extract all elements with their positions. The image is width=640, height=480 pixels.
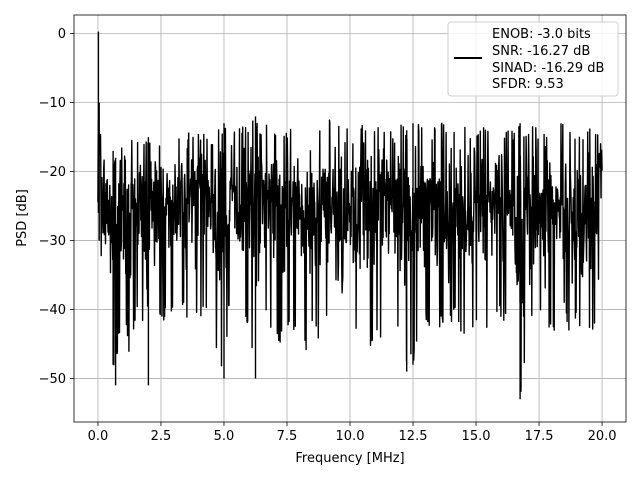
y-axis-ticks: 0 −10 −20 −30 −40 −50 <box>39 27 74 387</box>
x-axis-label: Frequency [MHz] <box>295 451 404 466</box>
legend-enob: ENOB: -3.0 bits <box>492 27 591 42</box>
y-axis-label: PSD [dB] <box>15 189 30 247</box>
x-tick-label: 15.0 <box>462 429 491 444</box>
x-axis-ticks: 0.0 2.5 5.0 7.5 10.0 12.5 15.0 17.5 20.0 <box>88 422 617 444</box>
y-tick-label: −40 <box>39 303 66 318</box>
legend-snr: SNR: -16.27 dB <box>492 44 590 59</box>
x-tick-label: 17.5 <box>525 429 554 444</box>
x-tick-label: 0.0 <box>88 429 109 444</box>
y-tick-label: −10 <box>39 96 66 111</box>
x-tick-label: 7.5 <box>277 429 298 444</box>
y-tick-label: −30 <box>39 234 66 249</box>
legend: ENOB: -3.0 bits SNR: -16.27 dB SINAD: -1… <box>447 21 619 97</box>
x-tick-label: 20.0 <box>588 429 617 444</box>
y-tick-label: −20 <box>39 165 66 180</box>
x-tick-label: 5.0 <box>214 429 235 444</box>
psd-series-line <box>97 31 603 400</box>
y-tick-label: 0 <box>58 27 66 42</box>
x-tick-label: 2.5 <box>151 429 172 444</box>
legend-sinad: SINAD: -16.29 dB <box>492 61 604 76</box>
y-tick-label: −50 <box>39 372 66 387</box>
x-tick-label: 10.0 <box>336 429 365 444</box>
series-layer <box>97 31 603 400</box>
legend-box <box>447 21 619 97</box>
legend-sfdr: SFDR: 9.53 <box>492 77 564 92</box>
x-tick-label: 12.5 <box>399 429 428 444</box>
